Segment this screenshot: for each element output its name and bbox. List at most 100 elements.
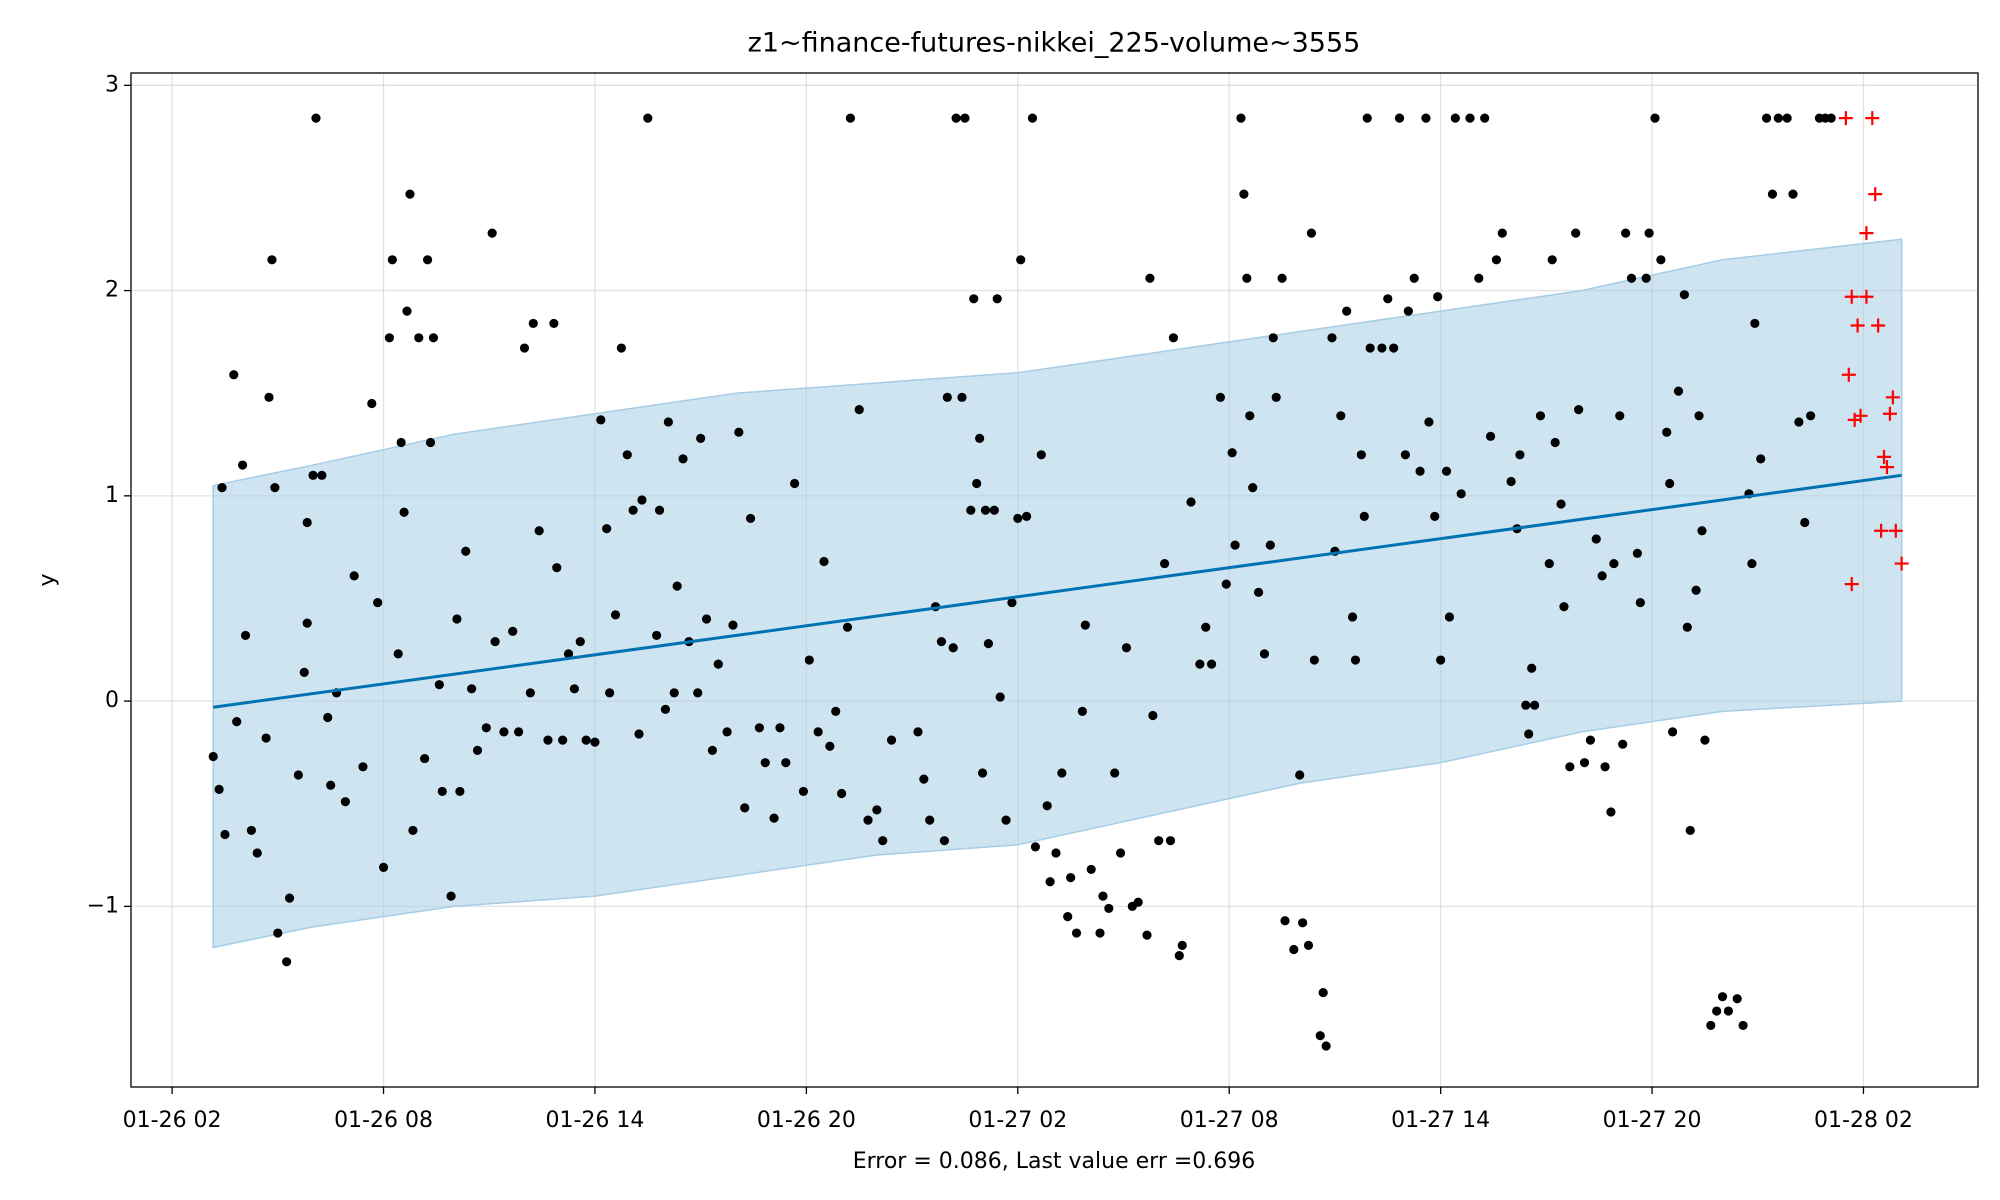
forecast-point: [1853, 408, 1868, 423]
y-tick-label: −1: [87, 893, 119, 918]
data-point: [925, 815, 935, 825]
data-point: [1506, 476, 1516, 487]
data-point: [1409, 273, 1419, 283]
data-point: [596, 415, 606, 425]
plot-frame: [130, 72, 1979, 1088]
data-point: [1679, 290, 1689, 300]
data-point: [1030, 842, 1041, 852]
data-point: [1086, 864, 1096, 875]
forecast-point: [1844, 289, 1859, 304]
data-point: [1497, 228, 1507, 238]
data-point: [622, 450, 632, 460]
data-point: [1221, 579, 1231, 589]
data-point: [317, 470, 327, 480]
forecast-point: [1859, 226, 1874, 241]
forecast-point: [1868, 187, 1883, 202]
data-point: [819, 556, 829, 567]
data-point: [1597, 571, 1607, 581]
data-point: [267, 255, 277, 265]
data-point: [1045, 877, 1055, 887]
data-point: [707, 745, 718, 755]
data-point: [960, 113, 970, 123]
data-point: [643, 113, 653, 123]
data-point: [1591, 534, 1601, 544]
data-point: [1662, 427, 1672, 437]
data-point: [1430, 511, 1440, 521]
data-point: [672, 581, 682, 591]
data-point: [455, 786, 465, 797]
data-point: [919, 774, 929, 784]
data-point: [1441, 466, 1452, 476]
data-point: [270, 483, 280, 493]
data-point: [1750, 318, 1760, 329]
data-point: [282, 957, 292, 967]
data-point: [1365, 343, 1375, 353]
data-point: [693, 688, 703, 698]
data-point: [1315, 1031, 1325, 1041]
data-point: [373, 597, 383, 608]
data-point: [745, 513, 756, 524]
data-point: [1298, 918, 1308, 928]
x-tick-label: 01-27 20: [1603, 1108, 1702, 1133]
forecast-point: [1885, 390, 1900, 405]
data-point: [408, 825, 418, 836]
data-point: [1356, 450, 1366, 460]
data-point: [660, 704, 671, 714]
data-point: [302, 618, 312, 628]
data-point: [678, 454, 688, 464]
data-point: [1347, 612, 1358, 622]
y-tick-label: 1: [105, 483, 119, 508]
data-point: [1022, 511, 1032, 521]
data-point: [1295, 770, 1305, 780]
data-point: [1668, 727, 1678, 737]
data-point: [402, 306, 412, 316]
data-point: [1767, 189, 1778, 199]
data-point: [1165, 836, 1176, 846]
data-point: [863, 815, 873, 825]
data-point: [1394, 113, 1405, 123]
data-point: [434, 680, 444, 690]
data-point: [969, 294, 979, 304]
data-point: [1383, 294, 1393, 304]
x-tick-label: 01-26 02: [123, 1108, 222, 1133]
data-point: [1206, 659, 1217, 669]
data-point: [326, 780, 336, 790]
data-point: [845, 113, 856, 123]
x-tick-label: 01-26 14: [545, 1108, 644, 1133]
data-point: [261, 733, 271, 743]
data-point: [499, 727, 509, 737]
data-point: [1174, 951, 1184, 961]
data-point: [1682, 622, 1692, 632]
data-point: [975, 433, 985, 443]
data-point: [722, 727, 732, 737]
data-point: [323, 712, 333, 723]
data-point: [1527, 663, 1537, 673]
data-point: [1066, 873, 1076, 883]
data-point: [490, 636, 500, 647]
data-point: [446, 891, 456, 901]
data-point: [1559, 602, 1569, 612]
data-point: [1042, 801, 1052, 811]
data-point: [1544, 558, 1554, 569]
data-point: [913, 727, 923, 737]
data-point: [1236, 113, 1246, 123]
data-point: [1635, 597, 1645, 608]
data-point: [384, 333, 395, 343]
data-point: [1571, 228, 1581, 238]
data-point: [1747, 558, 1757, 569]
trend-line: [213, 473, 1902, 709]
data-point: [1227, 448, 1237, 458]
data-point: [293, 770, 303, 780]
data-point: [1491, 255, 1502, 265]
data-point: [1524, 729, 1534, 739]
data-point: [1480, 113, 1490, 123]
data-point: [1168, 333, 1179, 343]
data-point: [1421, 113, 1431, 123]
data-point: [1694, 411, 1704, 421]
data-point: [1565, 762, 1575, 772]
data-point: [1794, 417, 1804, 427]
data-point: [543, 735, 553, 745]
data-point: [1609, 558, 1619, 569]
data-point: [1585, 735, 1595, 745]
data-point: [1095, 928, 1105, 938]
